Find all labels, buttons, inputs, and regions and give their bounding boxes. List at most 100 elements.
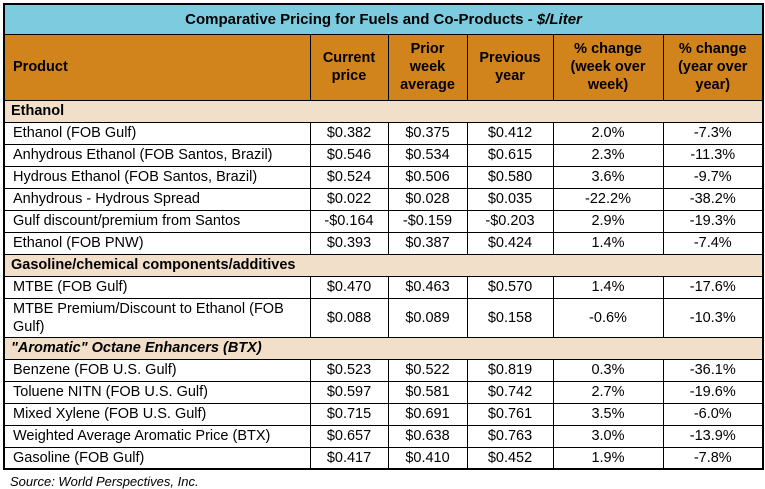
column-header-previous-year: Previous year (466, 33, 554, 101)
section-header-row: "Aromatic" Octane Enhancers (BTX) (3, 336, 764, 360)
value-cell: $0.534 (387, 143, 468, 167)
value-cell: $0.638 (387, 424, 468, 448)
table-title-unit: $/Liter (536, 10, 582, 28)
value-cell: -$0.159 (387, 209, 468, 233)
value-cell: -22.2% (552, 187, 664, 211)
section-label: Ethanol (3, 99, 764, 123)
value-cell: $0.387 (387, 231, 468, 255)
value-cell: $0.657 (309, 424, 389, 448)
table-row: Anhydrous - Hydrous Spread $0.022 $0.028 $0… (3, 187, 764, 211)
value-cell: -0.6% (552, 297, 664, 338)
table-title-text: Comparative Pricing for Fuels and Co-Pro… (185, 10, 533, 28)
value-cell: $0.463 (387, 275, 468, 299)
product-cell: Gasoline (FOB Gulf) (3, 446, 311, 470)
product-cell: Hydrous Ethanol (FOB Santos, Brazil) (3, 165, 311, 189)
table-row: Anhydrous Ethanol (FOB Santos, Brazil) $0… (3, 143, 764, 167)
value-cell: $0.506 (387, 165, 468, 189)
section-label: "Aromatic" Octane Enhancers (BTX) (3, 336, 764, 360)
value-cell: 1.9% (552, 446, 664, 470)
section-header-row: Ethanol (3, 99, 764, 123)
value-cell: -$0.164 (309, 209, 389, 233)
value-cell: $0.393 (309, 231, 389, 255)
value-cell: $0.570 (466, 275, 554, 299)
value-cell: -6.0% (662, 402, 764, 426)
table-body: Ethanol Ethanol (FOB Gulf) $0.382 $0.375 $0.… (3, 99, 764, 470)
value-cell: $0.375 (387, 121, 468, 145)
value-cell: $0.158 (466, 297, 554, 338)
value-cell: $0.763 (466, 424, 554, 448)
value-cell: $0.412 (466, 121, 554, 145)
value-cell: $0.424 (466, 231, 554, 255)
value-cell: $0.382 (309, 121, 389, 145)
product-cell: Weighted Average Aromatic Price (BTX) (3, 424, 311, 448)
product-cell: Ethanol (FOB Gulf) (3, 121, 311, 145)
product-cell: MTBE (FOB Gulf) (3, 275, 311, 299)
table-row: Gulf discount/premium from Santos -$0.164… (3, 209, 764, 233)
table-row: Weighted Average Aromatic Price (BTX) $0.… (3, 424, 764, 448)
value-cell: $0.522 (387, 358, 468, 382)
value-cell: 2.0% (552, 121, 664, 145)
value-cell: -13.9% (662, 424, 764, 448)
value-cell: 3.6% (552, 165, 664, 189)
value-cell: $0.615 (466, 143, 554, 167)
value-cell: 2.7% (552, 380, 664, 404)
value-cell: $0.819 (466, 358, 554, 382)
section-label: Gasoline/chemical components/additives (3, 253, 764, 277)
value-cell: $0.089 (387, 297, 468, 338)
value-cell: $0.028 (387, 187, 468, 211)
product-cell: Toluene NITN (FOB U.S. Gulf) (3, 380, 311, 404)
product-cell: Anhydrous - Hydrous Spread (3, 187, 311, 211)
pricing-table: Comparative Pricing for Fuels and Co-Pro… (3, 3, 765, 471)
value-cell: $0.523 (309, 358, 389, 382)
column-header-current-price: Current price (309, 33, 389, 101)
value-cell: -7.4% (662, 231, 764, 255)
value-cell: $0.452 (466, 446, 554, 470)
product-cell: Mixed Xylene (FOB U.S. Gulf) (3, 402, 311, 426)
source-footnote: Source: World Perspectives, Inc. (10, 474, 199, 489)
product-cell: Anhydrous Ethanol (FOB Santos, Brazil) (3, 143, 311, 167)
table-row: Ethanol (FOB Gulf) $0.382 $0.375 $0.412 2.0%… (3, 121, 764, 145)
table-title: Comparative Pricing for Fuels and Co-Pro… (3, 3, 764, 35)
value-cell: $0.022 (309, 187, 389, 211)
value-cell: 3.0% (552, 424, 664, 448)
column-header-product: Product (3, 33, 311, 101)
value-cell: -17.6% (662, 275, 764, 299)
value-cell: $0.524 (309, 165, 389, 189)
value-cell: -7.3% (662, 121, 764, 145)
value-cell: 2.3% (552, 143, 664, 167)
value-cell: -38.2% (662, 187, 764, 211)
value-cell: -9.7% (662, 165, 764, 189)
value-cell: $0.581 (387, 380, 468, 404)
table-row: Hydrous Ethanol (FOB Santos, Brazil) $0.5… (3, 165, 764, 189)
table-title-row: Comparative Pricing for Fuels and Co-Pro… (3, 3, 764, 35)
value-cell: $0.691 (387, 402, 468, 426)
product-cell: Ethanol (FOB PNW) (3, 231, 311, 255)
value-cell: 1.4% (552, 275, 664, 299)
value-cell: -11.3% (662, 143, 764, 167)
value-cell: $0.742 (466, 380, 554, 404)
table-row: Gasoline (FOB Gulf) $0.417 $0.410 $0.452 1.9… (3, 446, 764, 470)
column-header-pct-change-wow: % change (week over week) (552, 33, 664, 101)
product-cell: Gulf discount/premium from Santos (3, 209, 311, 233)
section-header-row: Gasoline/chemical components/additives (3, 253, 764, 277)
table-row: MTBE (FOB Gulf) $0.470 $0.463 $0.570 1.4% -17… (3, 275, 764, 299)
value-cell: $0.035 (466, 187, 554, 211)
table-row: Ethanol (FOB PNW) $0.393 $0.387 $0.424 1.4% -… (3, 231, 764, 255)
value-cell: -36.1% (662, 358, 764, 382)
value-cell: $0.761 (466, 402, 554, 426)
column-header-pct-change-yoy: % change (year over year) (662, 33, 764, 101)
value-cell: $0.470 (309, 275, 389, 299)
value-cell: $0.410 (387, 446, 468, 470)
value-cell: $0.546 (309, 143, 389, 167)
value-cell: -7.8% (662, 446, 764, 470)
product-cell: Benzene (FOB U.S. Gulf) (3, 358, 311, 382)
table-row: Benzene (FOB U.S. Gulf) $0.523 $0.522 $0.81… (3, 358, 764, 382)
value-cell: $0.715 (309, 402, 389, 426)
value-cell: -$0.203 (466, 209, 554, 233)
value-cell: $0.597 (309, 380, 389, 404)
product-cell: MTBE Premium/Discount to Ethanol (FOB Gu… (3, 297, 311, 338)
table-row: Mixed Xylene (FOB U.S. Gulf) $0.715 $0.691… (3, 402, 764, 426)
table-row: Toluene NITN (FOB U.S. Gulf) $0.597 $0.581… (3, 380, 764, 404)
value-cell: $0.088 (309, 297, 389, 338)
